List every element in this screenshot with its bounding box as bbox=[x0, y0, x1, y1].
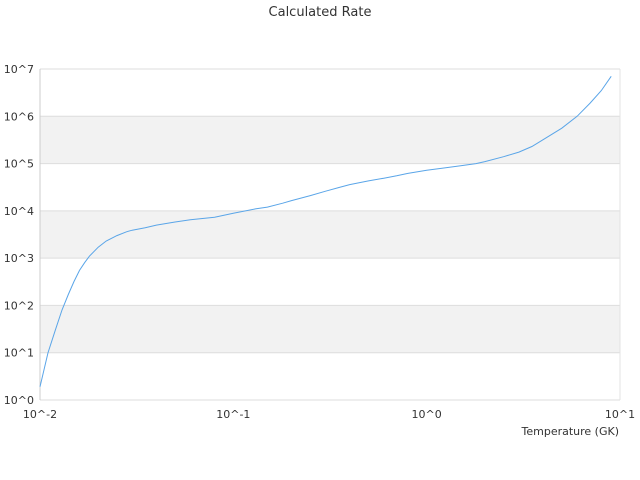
grid-band bbox=[40, 210, 620, 259]
grid-band bbox=[40, 116, 620, 164]
x-tick-label: 10^-2 bbox=[23, 408, 57, 421]
chart-title: Calculated Rate bbox=[269, 5, 372, 20]
x-tick-labels: 10^-2 10^-1 10^0 10^1 bbox=[23, 408, 635, 421]
y-tick-label: 10^2 bbox=[4, 299, 34, 312]
y-tick-label: 10^1 bbox=[4, 347, 34, 360]
grid-lines bbox=[40, 68, 620, 401]
series-line bbox=[39, 76, 612, 387]
y-tick-labels: 10^0 10^1 10^2 10^3 10^4 10^5 10^6 10^7 bbox=[4, 63, 34, 407]
y-tick-label: 10^6 bbox=[4, 110, 34, 123]
y-tick-label: 10^3 bbox=[4, 252, 34, 265]
x-tick-label: 10^1 bbox=[605, 408, 635, 421]
x-axis-label: Temperature (GK) bbox=[521, 425, 620, 438]
x-tick-label: 10^0 bbox=[412, 408, 442, 421]
grid-band bbox=[40, 305, 620, 353]
y-tick-label: 10^5 bbox=[4, 158, 34, 171]
y-tick-label: 10^7 bbox=[4, 63, 34, 76]
y-tick-label: 10^0 bbox=[4, 394, 34, 407]
x-tick-label: 10^-1 bbox=[216, 408, 250, 421]
series-layer bbox=[39, 76, 612, 387]
grid-bands bbox=[40, 116, 620, 353]
y-tick-label: 10^4 bbox=[4, 205, 34, 218]
